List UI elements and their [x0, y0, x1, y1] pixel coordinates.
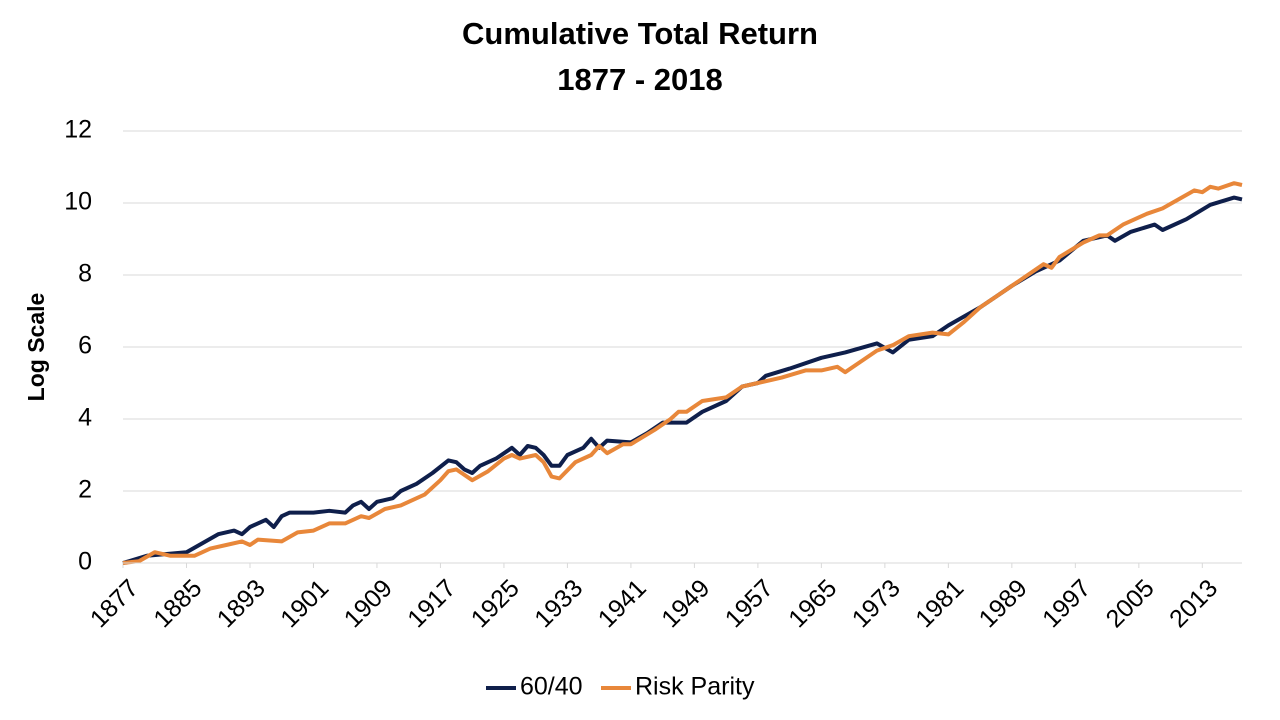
line-series	[122, 195, 1243, 565]
x-tick-label: 1901	[275, 574, 334, 633]
x-tick-label: 1877	[85, 574, 144, 633]
x-tick-label: 1925	[466, 574, 525, 633]
x-tick-label: 1973	[847, 574, 906, 633]
y-tick-label: 10	[64, 188, 92, 216]
x-tick-label: 1893	[212, 574, 271, 633]
line-series	[122, 181, 1243, 565]
chart-subtitle: 1877 - 2018	[557, 62, 722, 97]
x-tick-label: 1965	[783, 574, 842, 633]
x-tick-label: 1981	[910, 574, 969, 633]
x-tick-label: 1989	[974, 574, 1033, 633]
y-tick-label: 6	[78, 332, 92, 360]
x-tick-label: 1997	[1037, 574, 1096, 633]
y-tick-label: 2	[78, 476, 92, 504]
y-tick-label: 0	[78, 548, 92, 576]
y-tick-label: 8	[78, 260, 92, 288]
x-tick-label: 1909	[339, 574, 398, 633]
legend-label: 60/40	[520, 673, 583, 701]
x-tick-label: 1941	[593, 574, 652, 633]
x-tick-label: 1933	[529, 574, 588, 633]
x-tick-label: 1917	[402, 574, 461, 633]
y-tick-label: 12	[64, 116, 92, 144]
y-tick-label: 4	[78, 404, 92, 432]
x-tick-label: 2013	[1164, 574, 1223, 633]
x-tick-label: 1949	[656, 574, 715, 633]
chart-title: Cumulative Total Return	[462, 16, 818, 51]
legend-label: Risk Parity	[635, 673, 755, 701]
x-tick-label: 1957	[720, 574, 779, 633]
y-axis-label: Log Scale	[23, 293, 49, 402]
x-tick-label: 1885	[148, 574, 207, 633]
x-tick-label: 2005	[1101, 574, 1160, 633]
